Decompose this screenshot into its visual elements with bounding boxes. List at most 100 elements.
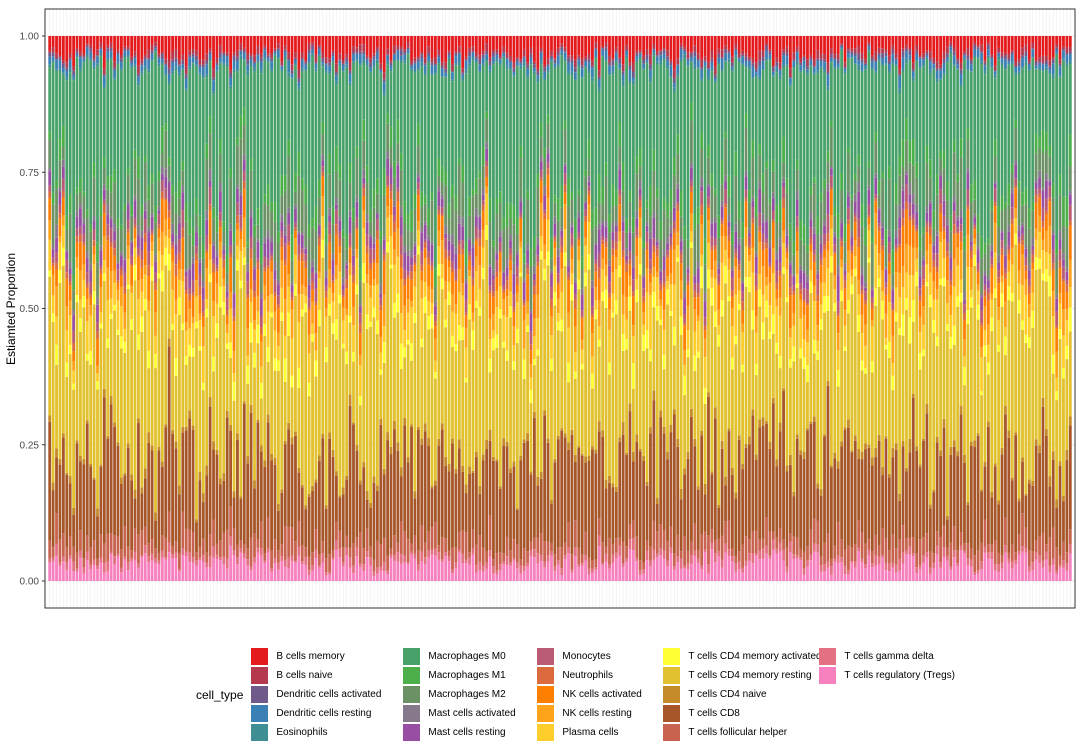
bar-segment	[761, 250, 765, 267]
bar-segment	[553, 241, 557, 248]
bar-segment	[649, 185, 652, 217]
bar-segment	[556, 66, 560, 199]
bar-segment	[205, 268, 209, 300]
bar-segment	[321, 166, 325, 172]
bar-segment	[444, 62, 448, 69]
bar-segment	[631, 217, 635, 233]
bar-segment	[560, 547, 564, 569]
bar-segment	[611, 317, 615, 484]
bar-segment	[239, 59, 243, 116]
bar-segment	[164, 188, 168, 198]
bar-segment	[338, 303, 342, 496]
bar-segment	[495, 253, 499, 261]
bar-segment	[96, 49, 99, 56]
bar-segment	[649, 259, 652, 270]
bar-segment	[748, 261, 751, 277]
bar-segment	[239, 228, 243, 232]
bar-segment	[174, 234, 178, 245]
bar-segment	[242, 59, 246, 61]
bar-segment	[659, 280, 663, 285]
bar-segment	[89, 294, 93, 299]
bar-segment	[471, 470, 475, 473]
bar-segment	[324, 270, 328, 279]
bar-segment	[352, 282, 355, 307]
bar-segment	[591, 356, 594, 374]
bar-segment	[754, 62, 758, 69]
bar-segment	[195, 64, 198, 67]
bar-segment	[65, 472, 69, 475]
bar-segment	[321, 216, 325, 240]
bar-segment	[533, 285, 536, 295]
bar-segment	[102, 157, 106, 169]
bar-segment	[99, 562, 103, 581]
bar-segment	[430, 265, 434, 271]
bar-segment	[198, 557, 202, 561]
bar-segment	[631, 296, 635, 325]
bar-segment	[212, 245, 215, 260]
bar-segment	[546, 148, 550, 154]
bar-segment	[696, 489, 700, 550]
bar-segment	[229, 357, 233, 426]
bar-segment	[259, 53, 263, 58]
bar-segment	[195, 328, 198, 520]
bar-segment	[375, 62, 379, 179]
bar-segment	[730, 266, 734, 271]
bar-segment	[741, 222, 745, 239]
bar-segment	[662, 369, 666, 427]
bar-segment	[481, 194, 485, 201]
bar-segment	[106, 240, 110, 268]
bar-segment	[628, 310, 632, 404]
bar-segment	[75, 440, 79, 444]
bar-segment	[382, 72, 386, 80]
bar-segment	[536, 36, 540, 69]
bar-segment	[686, 248, 690, 266]
bar-segment	[533, 557, 536, 581]
bar-segment	[686, 569, 690, 581]
bar-segment	[246, 294, 250, 299]
bar-segment	[379, 352, 383, 370]
bar-segment	[744, 53, 748, 57]
bar-segment	[454, 253, 458, 270]
bar-segment	[229, 88, 233, 169]
bar-segment	[440, 278, 444, 290]
bar-segment	[526, 75, 529, 79]
bar-segment	[536, 75, 540, 79]
bar-segment	[444, 185, 448, 226]
bar-segment	[744, 536, 748, 561]
bar-segment	[526, 562, 529, 567]
bar-segment	[666, 258, 669, 277]
bar-segment	[751, 77, 755, 79]
bar-segment	[89, 305, 93, 316]
bar-segment	[201, 67, 205, 76]
bar-segment	[116, 335, 120, 443]
bar-segment	[512, 369, 516, 462]
bar-segment	[618, 204, 622, 232]
bar-segment	[560, 575, 564, 581]
bar-segment	[382, 239, 386, 250]
bar-segment	[232, 550, 236, 556]
bar-segment	[352, 61, 355, 64]
bar-segment	[386, 432, 390, 441]
bar-segment	[143, 310, 147, 469]
bar-segment	[256, 262, 260, 270]
bar-segment	[679, 250, 683, 255]
bar-segment	[563, 437, 567, 543]
bar-segment	[270, 261, 273, 272]
bar-segment	[403, 49, 407, 52]
bar-segment	[672, 326, 676, 346]
bar-segment	[154, 50, 157, 52]
bar-segment	[137, 423, 140, 535]
bar-segment	[270, 317, 273, 454]
bar-segment	[642, 334, 646, 352]
bar-segment	[758, 306, 762, 420]
bar-segment	[222, 532, 226, 557]
bar-segment	[157, 278, 161, 447]
bar-segment	[748, 255, 751, 262]
bar-segment	[457, 340, 461, 440]
bar-segment	[246, 36, 250, 53]
bar-segment	[720, 36, 724, 50]
bar-segment	[625, 260, 628, 264]
bar-segment	[768, 268, 772, 283]
bar-segment	[393, 302, 396, 318]
bar-segment	[191, 295, 195, 317]
